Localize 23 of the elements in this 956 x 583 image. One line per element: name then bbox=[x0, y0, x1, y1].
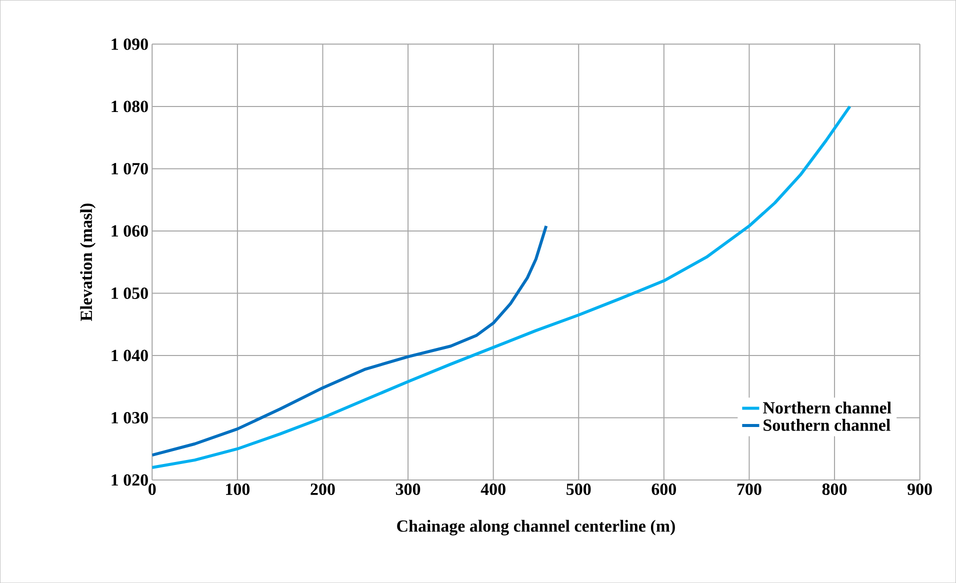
y-tick-label: 1 040 bbox=[112, 350, 148, 362]
y-tick-label: 1 020 bbox=[112, 474, 148, 486]
x-tick-label: 300 bbox=[396, 483, 420, 495]
y-tick-label: 1 030 bbox=[112, 412, 148, 424]
y-tick-label: 1 060 bbox=[112, 225, 148, 237]
x-tick-label: 800 bbox=[822, 483, 847, 495]
x-axis-title: Chainage along channel centerline (m) bbox=[397, 520, 675, 536]
y-axis-title: Elevation (masl) bbox=[80, 204, 96, 321]
x-tick-label: 600 bbox=[652, 483, 676, 495]
x-tick-label: 0 bbox=[148, 483, 156, 495]
x-tick-label: 700 bbox=[737, 483, 762, 495]
legend-label: Southern channel bbox=[764, 418, 890, 431]
y-tick-label: 1 080 bbox=[112, 100, 148, 112]
line-series bbox=[152, 224, 548, 457]
legend-label: Northern channel bbox=[763, 402, 892, 414]
x-tick-label: 400 bbox=[480, 483, 506, 495]
x-tick-label: 100 bbox=[226, 483, 250, 495]
x-tick-label: 500 bbox=[566, 483, 591, 495]
y-tick-label: 1 090 bbox=[112, 38, 148, 50]
x-tick-label: 900 bbox=[908, 483, 932, 495]
y-tick-label: 1 070 bbox=[112, 162, 148, 174]
y-tick-label: 1 050 bbox=[112, 287, 148, 299]
x-tick-label: 200 bbox=[310, 483, 335, 495]
